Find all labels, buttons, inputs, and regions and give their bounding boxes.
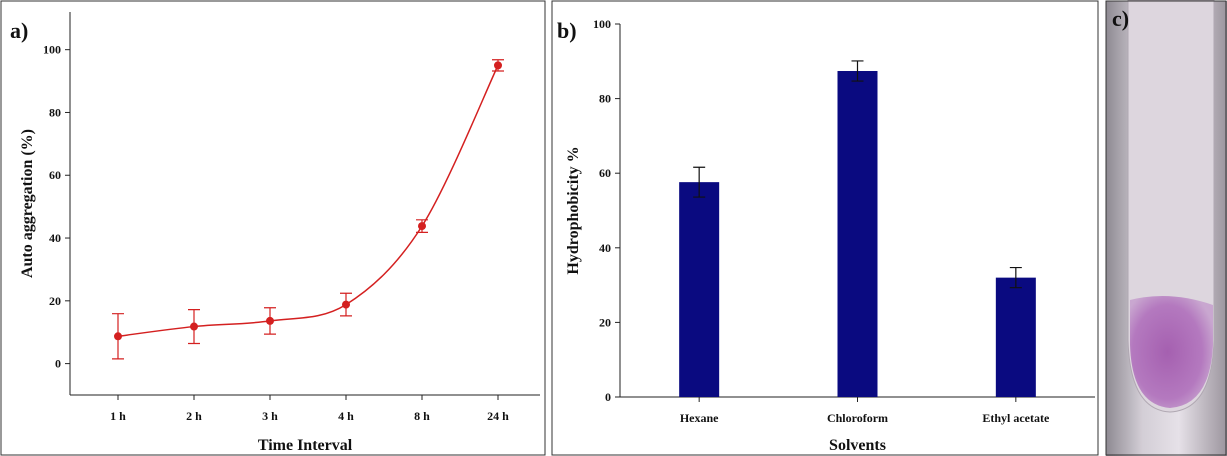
bar xyxy=(995,277,1036,397)
x-tick-label: 1 h xyxy=(110,409,126,423)
error-bar xyxy=(693,166,706,198)
photo: c) xyxy=(1105,0,1227,456)
y-tick-label: 20 xyxy=(599,315,611,329)
y-tick-label: 60 xyxy=(599,166,611,180)
y-tick-label: 100 xyxy=(43,43,61,57)
y-tick-label: 100 xyxy=(593,17,611,31)
error-bar xyxy=(1009,266,1022,289)
point xyxy=(114,332,122,341)
y-tick-label: 40 xyxy=(49,231,61,245)
y-tick-label: 0 xyxy=(605,390,611,404)
y-tick-label: 20 xyxy=(49,294,61,308)
x-tick-label: Hexane xyxy=(680,411,719,425)
point xyxy=(494,61,502,70)
y-axis-title: Auto aggregation (%) xyxy=(19,129,36,278)
y-tick-label: 0 xyxy=(55,357,61,371)
panel-label: b) xyxy=(557,18,577,43)
y-tick-label: 80 xyxy=(599,92,611,106)
x-tick-label: 3 h xyxy=(262,409,278,423)
y-tick-label: 60 xyxy=(49,168,61,182)
error-bar xyxy=(851,60,864,82)
x-tick-label: Chloroform xyxy=(827,411,888,425)
x-tick-label: Ethyl acetate xyxy=(982,411,1050,425)
x-tick-label: 4 h xyxy=(338,409,354,423)
panel-frame xyxy=(551,0,1099,456)
x-axis-title: Solvents xyxy=(829,437,886,454)
x-tick-label: 24 h xyxy=(487,409,509,423)
x-tick-label: 2 h xyxy=(186,409,202,423)
tube-liquid xyxy=(1130,296,1213,408)
point xyxy=(266,316,274,325)
y-axis-title: Hydrophobicity % xyxy=(565,146,582,274)
point xyxy=(342,300,350,309)
line xyxy=(117,65,499,338)
point xyxy=(190,322,198,331)
y-tick-label: 40 xyxy=(599,241,611,255)
x-tick-label: 8 h xyxy=(414,409,430,423)
point xyxy=(418,222,426,231)
panel-label: a) xyxy=(10,18,28,43)
panel-frame xyxy=(0,0,546,456)
panel-frame xyxy=(1105,0,1227,456)
y-tick-label: 80 xyxy=(49,105,61,119)
bar xyxy=(837,70,878,398)
bar xyxy=(679,182,720,397)
panel-label: c) xyxy=(1112,6,1129,31)
x-axis-title: Time Interval xyxy=(258,437,353,454)
